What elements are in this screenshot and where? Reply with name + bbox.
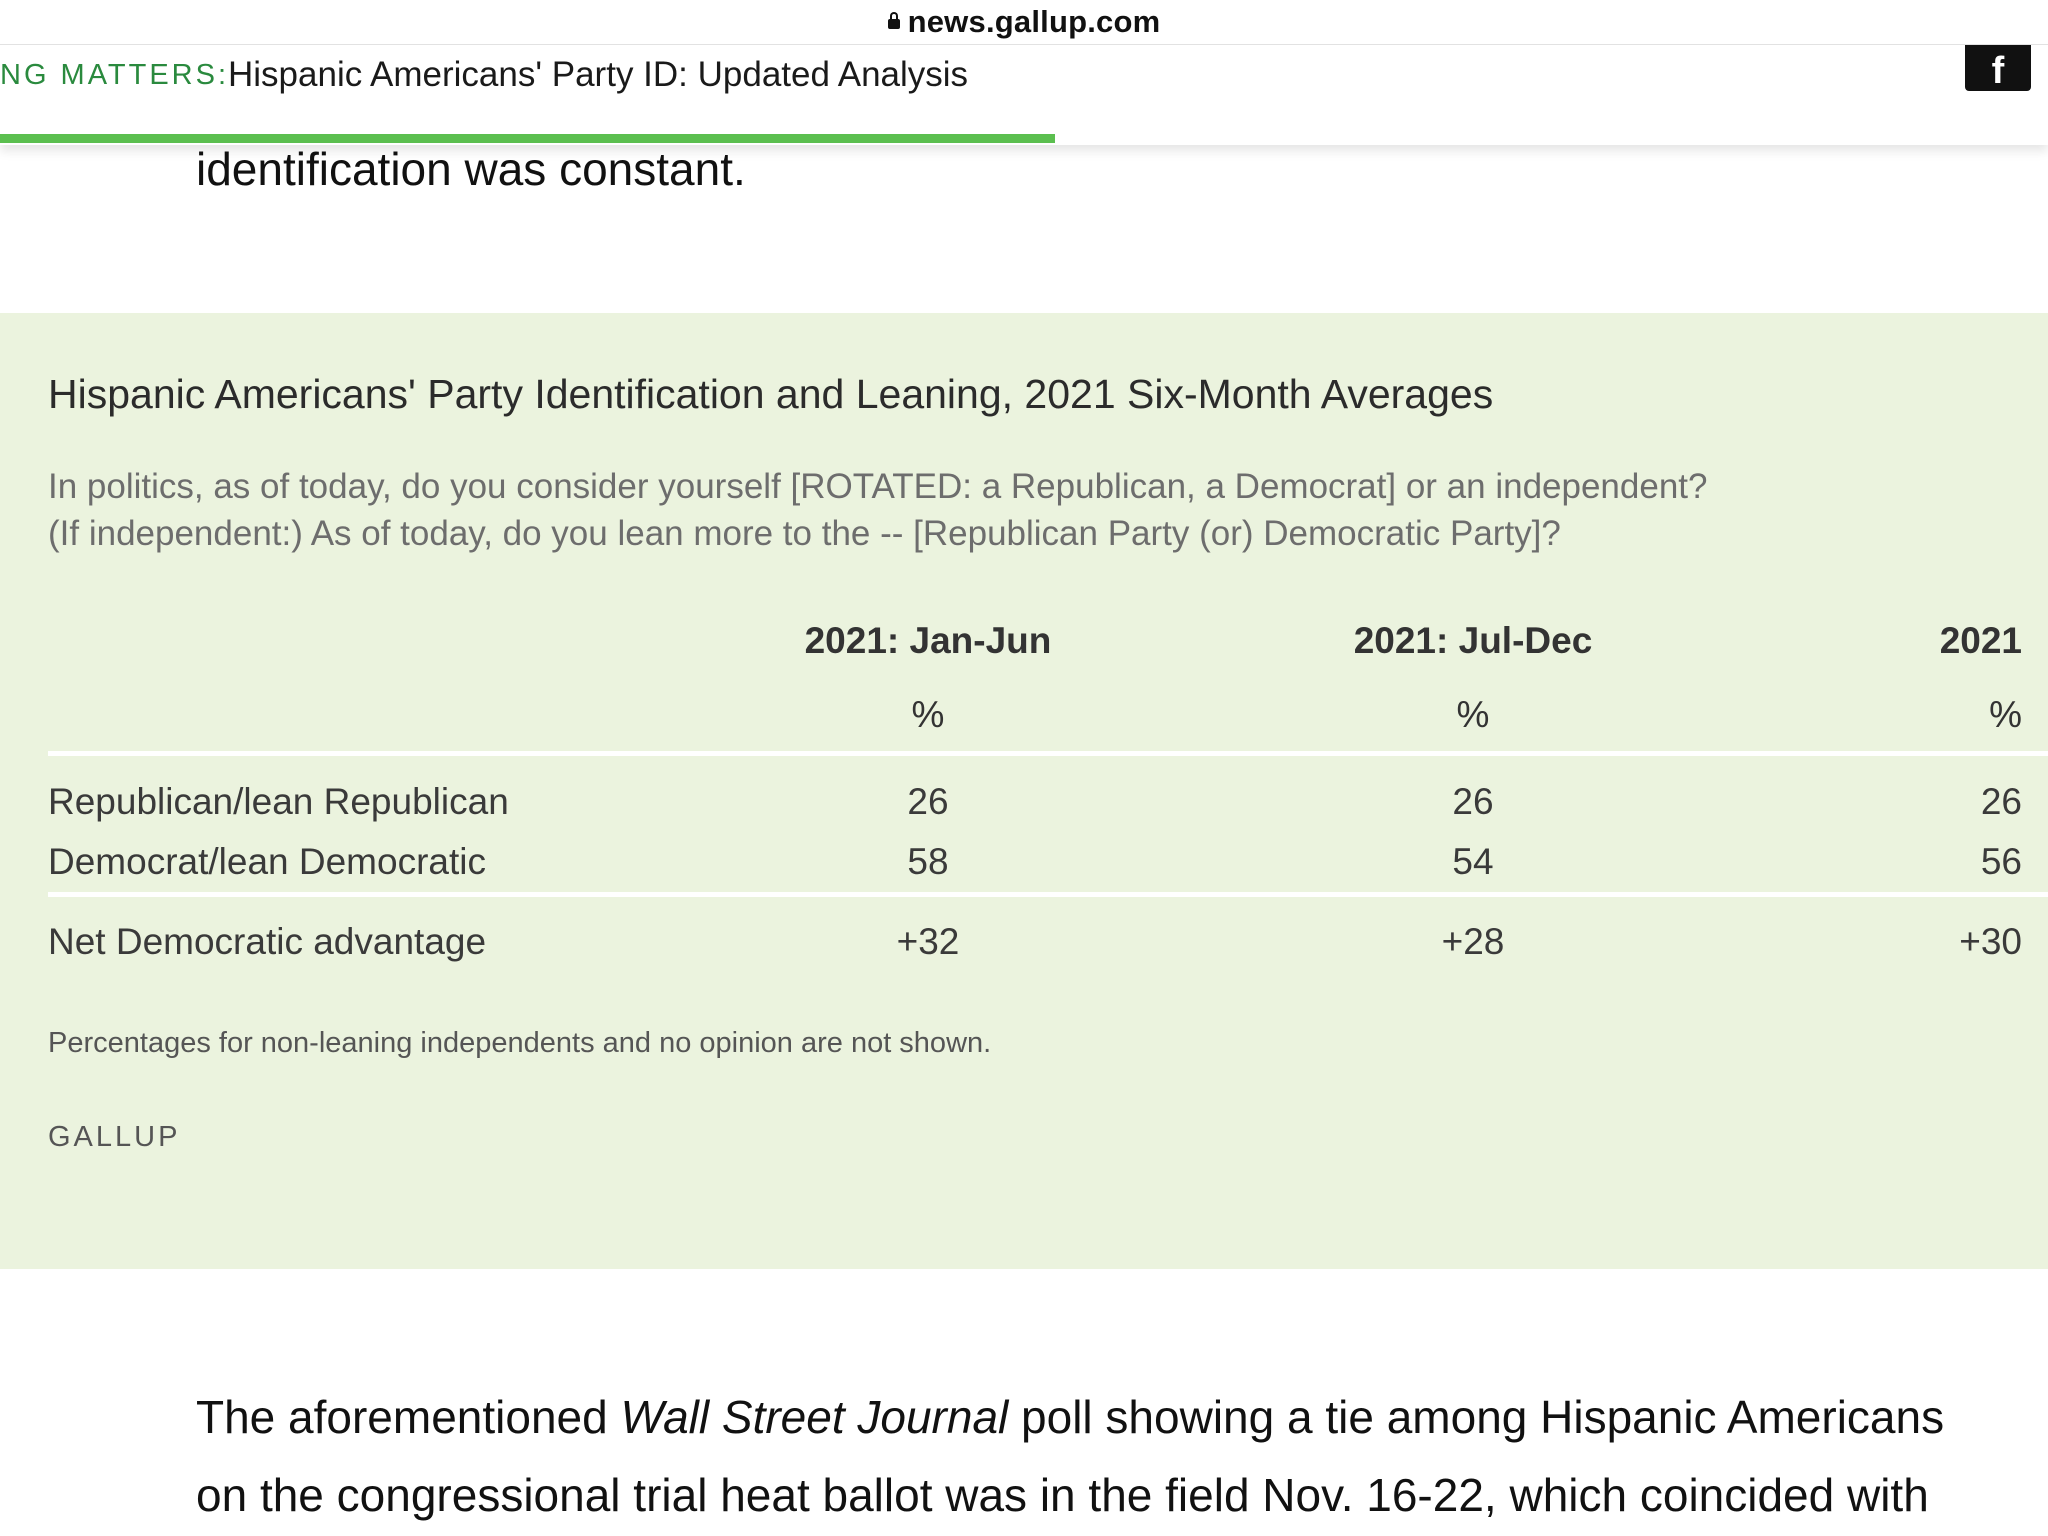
unit-cell: % [1989, 694, 2022, 735]
lock-icon [887, 12, 900, 29]
header-blank [48, 603, 648, 679]
table-cell: +32 [648, 892, 1208, 981]
sticky-article-header: NG MATTERS: Hispanic Americans' Party ID… [0, 43, 2048, 145]
reading-progress-bar [0, 134, 2048, 143]
table-title: Hispanic Americans' Party Identification… [48, 371, 1494, 417]
units-row: % % % [48, 679, 2048, 754]
column-header: 2021: Jan-Jun [804, 620, 1052, 661]
table-cell: 26 [1738, 751, 2048, 832]
paragraph-line-1: The aforementioned Wall Street Journal p… [196, 1378, 1944, 1456]
data-table-panel: Hispanic Americans' Party Identification… [0, 313, 2048, 1269]
survey-question: In politics, as of today, do you conside… [48, 463, 1707, 557]
paragraph-line-2: on the congressional trial heat ballot w… [196, 1469, 1929, 1521]
url-host[interactable]: news.gallup.com [907, 4, 1161, 39]
row-label: Democrat/lean Democratic [48, 841, 486, 882]
browser-url-bar[interactable]: news.gallup.com [0, 0, 2048, 45]
paragraph-text: poll showing a tie among Hispanic Americ… [1008, 1391, 1945, 1443]
sticky-headline[interactable]: Hispanic Americans' Party ID: Updated An… [228, 55, 969, 94]
column-header: 2021 [1939, 620, 2022, 661]
reading-progress-fill [0, 134, 1055, 143]
survey-question-line-1: In politics, as of today, do you conside… [48, 467, 1708, 506]
column-header: 2021: Jul-Dec [1353, 620, 1593, 661]
facebook-share-icon[interactable]: f [1965, 43, 2031, 92]
publication-name: Wall Street Journal [620, 1391, 1009, 1443]
table-source: GALLUP [48, 1121, 181, 1153]
table-row: Democrat/lean Democratic 58 54 56 [48, 832, 2048, 895]
table-footnote: Percentages for non-leaning independents… [48, 1027, 992, 1059]
net-advantage-row: Net Democratic advantage +32 +28 +30 [48, 892, 2048, 981]
units-blank [48, 679, 648, 754]
unit-cell: % [1456, 694, 1490, 735]
table-cell: 56 [1980, 841, 2022, 882]
survey-question-line-2: (If independent:) As of today, do you le… [48, 514, 1561, 553]
facebook-glyph: f [1991, 50, 2005, 92]
table-cell: 26 [648, 751, 1208, 832]
table-header-row: 2021: Jan-Jun 2021: Jul-Dec 2021 [48, 603, 2048, 679]
table-cell: +30 [1738, 892, 2048, 981]
table-cell: 26 [1208, 751, 1738, 832]
table-cell: +28 [1208, 892, 1738, 981]
unit-cell: % [911, 694, 945, 735]
party-id-table: 2021: Jan-Jun 2021: Jul-Dec 2021 % % % R… [48, 603, 2048, 981]
article-paragraph-before: identification was constant. [196, 143, 746, 195]
row-label: Net Democratic advantage [48, 892, 648, 981]
table-cell: 54 [1452, 841, 1494, 882]
table-row: Republican/lean Republican 26 26 26 [48, 751, 2048, 832]
article-paragraph-after: The aforementioned Wall Street Journal p… [196, 1378, 1944, 1534]
paragraph-text: The aforementioned [196, 1391, 621, 1443]
table-cell: 58 [907, 841, 949, 882]
series-kicker[interactable]: NG MATTERS: [0, 59, 230, 91]
row-label: Republican/lean Republican [48, 751, 648, 832]
